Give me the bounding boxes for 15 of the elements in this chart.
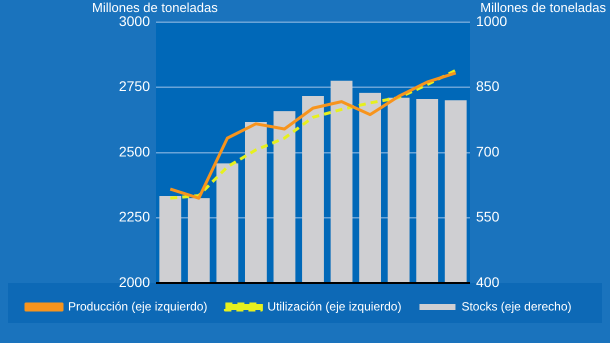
legend-label: Utilización (eje izquierdo)	[267, 299, 402, 314]
legend-label: Producción (eje izquierdo)	[68, 299, 208, 314]
y2-tick-label: 550	[476, 208, 500, 225]
y-axis-title: Millones de toneladas	[92, 0, 218, 16]
y2-axis-title: Millones de toneladas	[480, 0, 606, 16]
y2-tick-label: 1000	[476, 12, 508, 29]
y2-tick-label: 700	[476, 143, 500, 160]
y2-tick-label: 400	[476, 274, 500, 290]
y-tick-label: 3000	[118, 12, 150, 29]
legend-label: Stocks (eje derecho)	[461, 299, 572, 314]
y-tick-label: 2500	[118, 143, 150, 160]
y-tick-label: 2250	[118, 208, 150, 225]
y-tick-label: 2000	[118, 274, 150, 290]
y2-tick-label: 850	[476, 78, 500, 94]
y-tick-label: 2750	[118, 78, 150, 94]
